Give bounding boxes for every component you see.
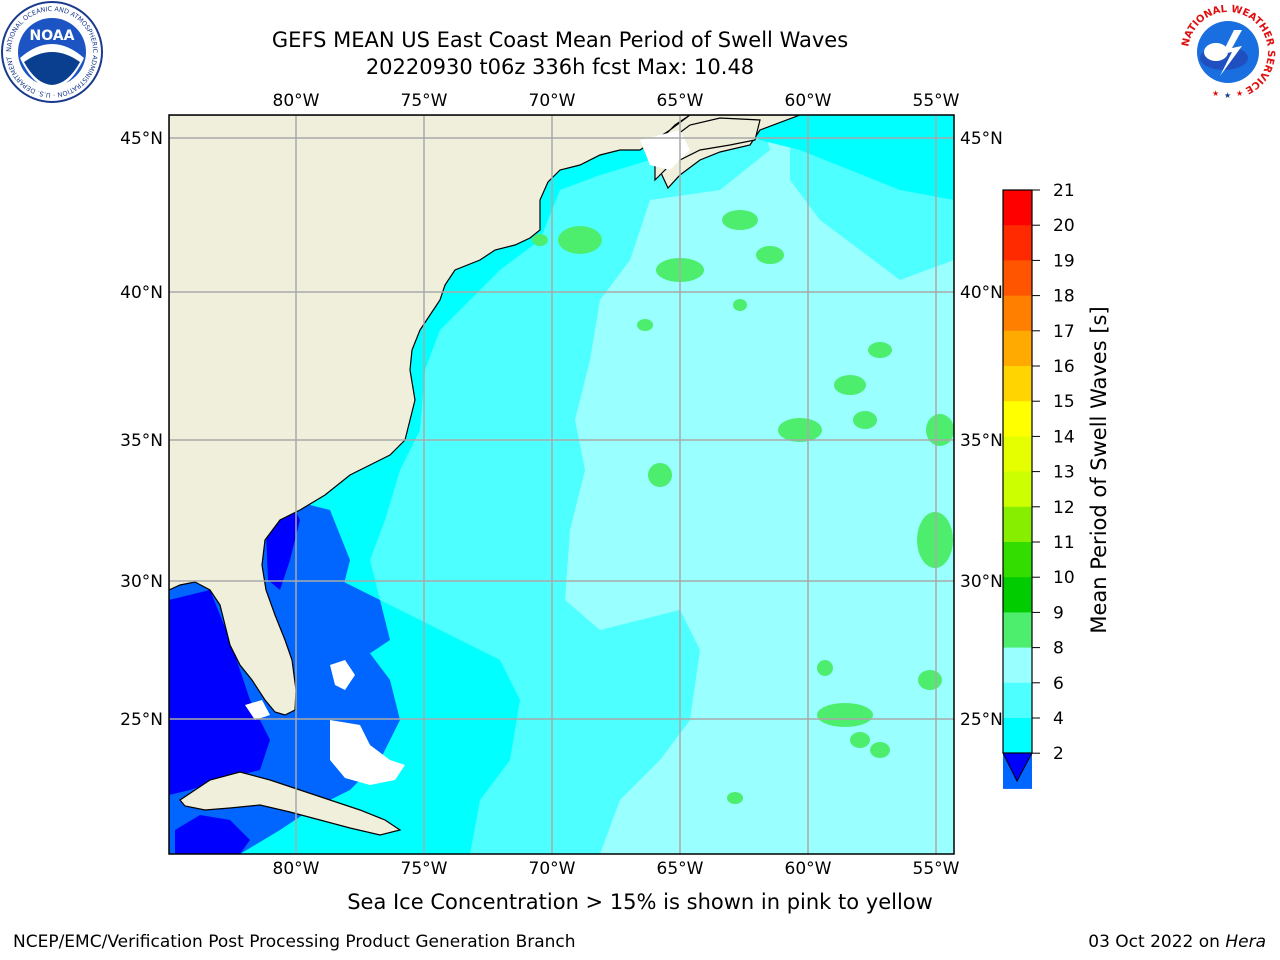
colorbar-tick-label: 2	[1053, 744, 1064, 764]
lat-label-right: 25°N	[960, 710, 1003, 730]
colorbar-tick-label: 8	[1053, 639, 1064, 659]
lat-label-right: 30°N	[960, 572, 1003, 592]
swell-below-2-region	[169, 590, 270, 795]
colorbar-tick-label: 16	[1053, 357, 1075, 377]
footer-date: 03 Oct 2022 on Hera	[1088, 932, 1266, 952]
colorbar-tick-label: 18	[1053, 287, 1075, 307]
lon-label-top: 60°W	[785, 91, 832, 111]
colorbar-tick-label: 21	[1053, 181, 1075, 201]
colorbar-tick-label: 14	[1053, 427, 1075, 447]
svg-text:★: ★	[1212, 89, 1219, 98]
colorbar-segment	[1003, 260, 1032, 297]
lat-label-right: 35°N	[960, 431, 1003, 451]
swell-below-2-south	[175, 815, 250, 854]
colorbar-tick-label: 4	[1053, 709, 1064, 729]
colorbar-segment	[1003, 577, 1032, 613]
colorbar-segment	[1003, 401, 1032, 437]
map-frame	[168, 114, 955, 855]
lon-label-top: 65°W	[657, 91, 704, 111]
noaa-logo: NATIONAL OCEANIC AND ATMOSPHERIC ADMINIS…	[0, 0, 103, 103]
colorbar-segment	[1003, 718, 1032, 754]
lat-label-left: 40°N	[120, 283, 163, 303]
colorbar-segment	[1003, 682, 1032, 719]
colorbar-tick-label: 15	[1053, 392, 1075, 412]
colorbar-segment	[1003, 330, 1032, 367]
lon-label-top: 70°W	[529, 91, 576, 111]
lat-label-right: 45°N	[960, 129, 1003, 149]
missing-bahamas	[330, 720, 405, 785]
colorbar-tick-label: 13	[1053, 463, 1075, 483]
sea-ice-note: Sea Ice Concentration > 15% is shown in …	[347, 890, 933, 914]
colorbar-segment	[1003, 647, 1032, 684]
lon-label-top: 75°W	[401, 91, 448, 111]
colorbar-tick-label: 9	[1053, 603, 1064, 623]
missing-bahamas-north	[330, 660, 355, 690]
colorbar-segment	[1003, 295, 1032, 332]
missing-gulf-stream	[640, 130, 690, 170]
colorbar-tick-label: 6	[1053, 674, 1064, 694]
lon-label-bottom: 75°W	[401, 859, 448, 879]
colorbar-segment	[1003, 542, 1032, 578]
chart-subtitle: 20220930 t06z 336h fcst Max: 10.48	[365, 55, 755, 79]
svg-text:★: ★	[1224, 91, 1231, 100]
colorbar-segment	[1003, 225, 1032, 261]
swell-4-6-east	[740, 115, 954, 200]
colorbar-tick-label: 11	[1053, 533, 1075, 553]
lon-label-bottom: 55°W	[913, 859, 960, 879]
colorbar-segment	[1003, 506, 1032, 543]
footer-date-text: 03 Oct 2022 on	[1088, 932, 1220, 952]
chart-title: GEFS MEAN US East Coast Mean Period of S…	[271, 28, 849, 52]
colorbar-tick-label: 12	[1053, 498, 1075, 518]
colorbar-tick-label: 17	[1053, 322, 1075, 342]
footer-credit: NCEP/EMC/Verification Post Processing Pr…	[13, 932, 576, 952]
lon-label-top: 80°W	[273, 91, 320, 111]
lon-label-bottom: 70°W	[529, 859, 576, 879]
lon-label-bottom: 80°W	[273, 859, 320, 879]
missing-keys	[245, 700, 270, 720]
lon-label-bottom: 65°W	[657, 859, 704, 879]
colorbar-segment	[1003, 436, 1032, 473]
colorbar-label: Mean Period of Swell Waves [s]	[1087, 306, 1111, 633]
land-cuba	[179, 771, 402, 836]
colorbar-tick-label: 19	[1053, 251, 1075, 271]
lat-label-left: 30°N	[120, 572, 163, 592]
lon-label-top: 55°W	[913, 91, 960, 111]
lon-label-bottom: 60°W	[785, 859, 832, 879]
nws-logo: NATIONAL WEATHER SERVICE ★ ★ ★	[1178, 2, 1278, 102]
lat-label-left: 35°N	[120, 431, 163, 451]
swell-2-4-patch	[300, 580, 390, 660]
map-gridlines	[169, 115, 954, 854]
lat-label-left: 25°N	[120, 710, 163, 730]
swell-9-10-patches	[532, 210, 954, 804]
colorbar-segment	[1003, 471, 1032, 508]
colorbar-tick-label: 20	[1053, 216, 1075, 236]
colorbar-segment	[1003, 612, 1032, 649]
map-tick-labels: 80°W 80°W 75°W 75°W 70°W 70°W 65°W 65°W 60°W 60°W…	[120, 91, 1003, 879]
colorbar-segment	[1003, 366, 1032, 402]
colorbar-segment	[1003, 190, 1032, 226]
colorbar-tick-label: 10	[1053, 568, 1075, 588]
lat-label-right: 40°N	[960, 283, 1003, 303]
lat-label-left: 45°N	[120, 129, 163, 149]
svg-text:★: ★	[1236, 89, 1243, 98]
footer-host: Hera	[1225, 932, 1266, 952]
noaa-logo-text: NOAA	[30, 28, 75, 44]
